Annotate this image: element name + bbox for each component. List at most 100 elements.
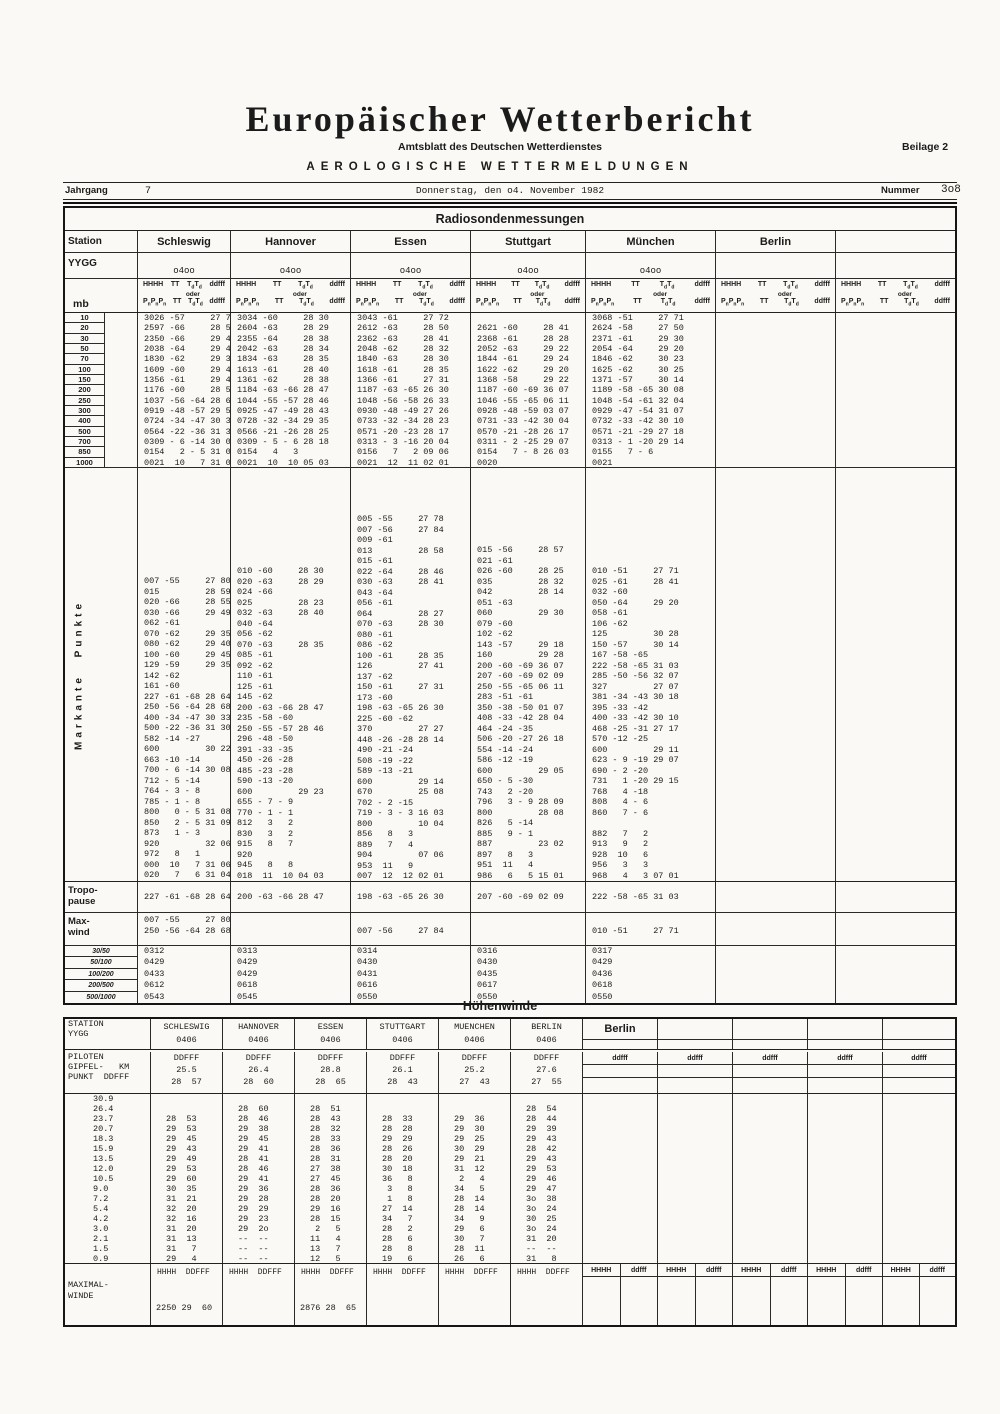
hw-strip-blank [808, 1065, 882, 1078]
hw-pilot-label-1: PILOTEN [68, 1052, 104, 1062]
level-data-muenchen: 1625 -62 30 25 [592, 364, 684, 375]
markante-stuttgart-line: 887 23 02 [477, 839, 564, 849]
level-data-essen: 1048 -56 -58 26 33 [357, 395, 449, 406]
wind-essen-line: 28 36 [310, 1144, 341, 1154]
layer-schleswig-line: 0543 [144, 991, 165, 1002]
layer-label: 30/50 [65, 946, 137, 958]
markante-essen: 005 -55 27 78 007 -56 27 84 009 -61 013 28 … [350, 468, 470, 881]
wind-hannover-line: 29 29 [238, 1204, 269, 1214]
hw-maxwind-row: MAXIMAL- WINDE HHHH DDFFF 2250 29 60 HHHH … [65, 1264, 955, 1325]
wind-hannover-line: 28 41 [238, 1154, 269, 1164]
level-data-essen: 0571 -20 -23 28 17 [357, 426, 449, 437]
hw-winds-blank-5 [882, 1094, 955, 1263]
level-data-stuttgart: 0731 -33 -42 30 04 [477, 416, 569, 427]
hw-hhhh-header: HHHH [733, 1264, 770, 1277]
mb-label: mb [73, 298, 89, 310]
level-data-hannover: 1361 -62 28 38 [237, 374, 329, 385]
wind-hannover-line: 28 46 [238, 1164, 269, 1174]
markante-muenchen-line: 058 -61 [592, 608, 628, 618]
layer-stuttgart-line: 0617 [477, 980, 498, 991]
level-data-essen: 1840 -63 28 30 [357, 354, 449, 365]
wind-berlin-line: 3o 24 [526, 1204, 557, 1214]
hw-ddfff-header-4: ddfff [808, 1052, 882, 1065]
markante-schleswig-line: 007 -55 27 80 [144, 576, 230, 586]
markante-hannover-line: 391 -33 -35 [237, 744, 294, 755]
level-data-stuttgart: 2052 -63 29 22 [477, 343, 569, 354]
markante-schleswig-line: 100 -60 29 45 [144, 649, 230, 660]
markante-hannover-line: 085 -61 [237, 650, 273, 660]
level-data-stuttgart: 1046 -55 -65 06 11 [477, 395, 569, 406]
hw-max-header-schleswig: HHHH DDFFF [157, 1268, 210, 1277]
markante-schleswig-line: 142 -62 [144, 670, 180, 681]
layer-muenchen-line: 0317 [592, 946, 613, 956]
wind-muenchen-line: 28 11 [454, 1244, 485, 1254]
wind-muenchen-line: 29 25 [454, 1134, 485, 1144]
hw-winds-hannover: 28 60 28 46 29 38 29 45 29 41 28 41 28 46 29 41… [222, 1094, 294, 1263]
maxwind-label: Max-wind [68, 916, 90, 938]
tropopause-essen: 198 -63 -65 26 30 [357, 891, 444, 902]
markante-essen-line: 070 -63 28 30 [357, 619, 444, 629]
layer-hannover-line: 0429 [237, 968, 258, 979]
markante-hannover-line: 915 8 7 [237, 839, 294, 849]
height-km-label: 0.9 [93, 1254, 109, 1263]
hw-altitude-block: 30.9 26.4 23.7 20.7 18.3 15.9 13.5 12.0 10.5 9.0 7… [65, 1094, 955, 1264]
level-data-schleswig: 2038 -64 29 42 [144, 343, 230, 354]
pressure-level: 150 [65, 374, 105, 386]
level-data-muenchen: 0571 -21 -29 27 18 [592, 426, 684, 437]
level-data-essen: 0021 12 11 02 01 [357, 457, 449, 467]
level-data-muenchen: 1846 -62 30 23 [592, 354, 684, 365]
rule-double-2 [63, 202, 957, 204]
markante-stuttgart-line: 035 28 32 [477, 576, 564, 587]
hw-max-muenchen [439, 1277, 510, 1303]
level-data-muenchen: 1189 -58 -65 30 08 [592, 385, 684, 396]
layers-hannover: 0313 0429 0429 0618 0545 [230, 946, 350, 1003]
markante-essen-line: 022 -64 28 46 [357, 566, 444, 577]
pressure-level: 500 [65, 426, 105, 437]
markante-muenchen: 010 -51 27 71 025 -61 28 41 032 -60 050 -64… [585, 468, 715, 881]
hw-station-essen: ESSEN [317, 1022, 344, 1032]
pressure-level: 400 [65, 416, 105, 427]
hw-pilot-essen: DDFFF 28.8 28 65 [315, 1053, 346, 1087]
markante-schleswig-line: 020 -66 28 55 [144, 597, 230, 607]
wind-schleswig-line [151, 1094, 222, 1104]
markante-hannover-line: 830 3 2 [237, 828, 294, 839]
hw-winds-stuttgart: 28 33 28 28 29 29 28 26 28 20 30 18 36 8 3 8 1… [366, 1094, 438, 1263]
markante-essen-line: 015 -61 [357, 556, 393, 566]
level-data-essen: 2048 -62 28 32 [357, 343, 449, 354]
hw-pilot-row: PILOTEN GIPFEL- KM PUNKT DDFFF DDFFF 25.5… [65, 1050, 955, 1094]
level-data-hannover: 0021 10 10 05 03 [237, 457, 329, 467]
hw-max-essen: 2876 28 65 [300, 1303, 357, 1313]
level-data-stuttgart: 1368 -58 29 22 [477, 374, 569, 385]
wind-hannover-line: -- -- [238, 1234, 269, 1244]
markante-schleswig: 007 -55 27 80 015 28 59 020 -66 28 55 030 -… [137, 468, 230, 881]
level-data-muenchen: 2624 -58 27 50 [592, 323, 684, 334]
height-km-label: 4.2 [93, 1214, 109, 1224]
markante-stuttgart-line: 408 -33 -42 28 04 [477, 713, 564, 723]
level-data-stuttgart: 0928 -48 -59 03 07 [477, 405, 569, 416]
height-km-label: 18.3 [93, 1134, 114, 1144]
layer-muenchen-line: 0436 [592, 968, 613, 979]
height-km-label: 23.7 [93, 1114, 114, 1124]
colheader-line2: PnPnPn TT TdTd ddfff [143, 298, 225, 308]
level-data-hannover: 1184 -63 -66 28 47 [237, 385, 329, 396]
markante-essen-line: 904 07 06 [357, 850, 444, 860]
station-name-essen: Essen [350, 231, 470, 252]
height-km-label: 15.9 [93, 1144, 114, 1154]
markante-schleswig-line: 250 -56 -64 28 68 [144, 702, 230, 712]
height-km-label: 13.5 [93, 1154, 114, 1164]
level-data-muenchen: 0313 - 1 -20 29 14 [592, 436, 684, 447]
layers-schleswig: 0312 0429 0433 0612 0543 [137, 946, 230, 1003]
colheader-line2: PnPnPn TT TdTd ddfff [236, 298, 345, 308]
wind-berlin-line: -- -- [526, 1244, 557, 1254]
markante-muenchen-line: 600 29 11 [592, 744, 679, 755]
layer-label: 200/500 [65, 980, 137, 992]
level-data-schleswig: 2350 -66 29 49 [144, 333, 230, 344]
markante-stuttgart-line: 885 9 - 1 [477, 828, 534, 839]
markante-hannover: 010 -60 28 30 020 -63 28 29 024 -66 025 28 … [230, 468, 350, 881]
level-data-schleswig: 2597 -66 28 55 [144, 323, 230, 334]
hw-hhhh-header: HHHH [658, 1264, 695, 1277]
markante-stuttgart-line: 743 2 -20 [477, 786, 534, 797]
hw-ddfff-header: ddfff [919, 1264, 955, 1277]
level-data-muenchen: 0732 -33 -42 30 10 [592, 416, 684, 427]
